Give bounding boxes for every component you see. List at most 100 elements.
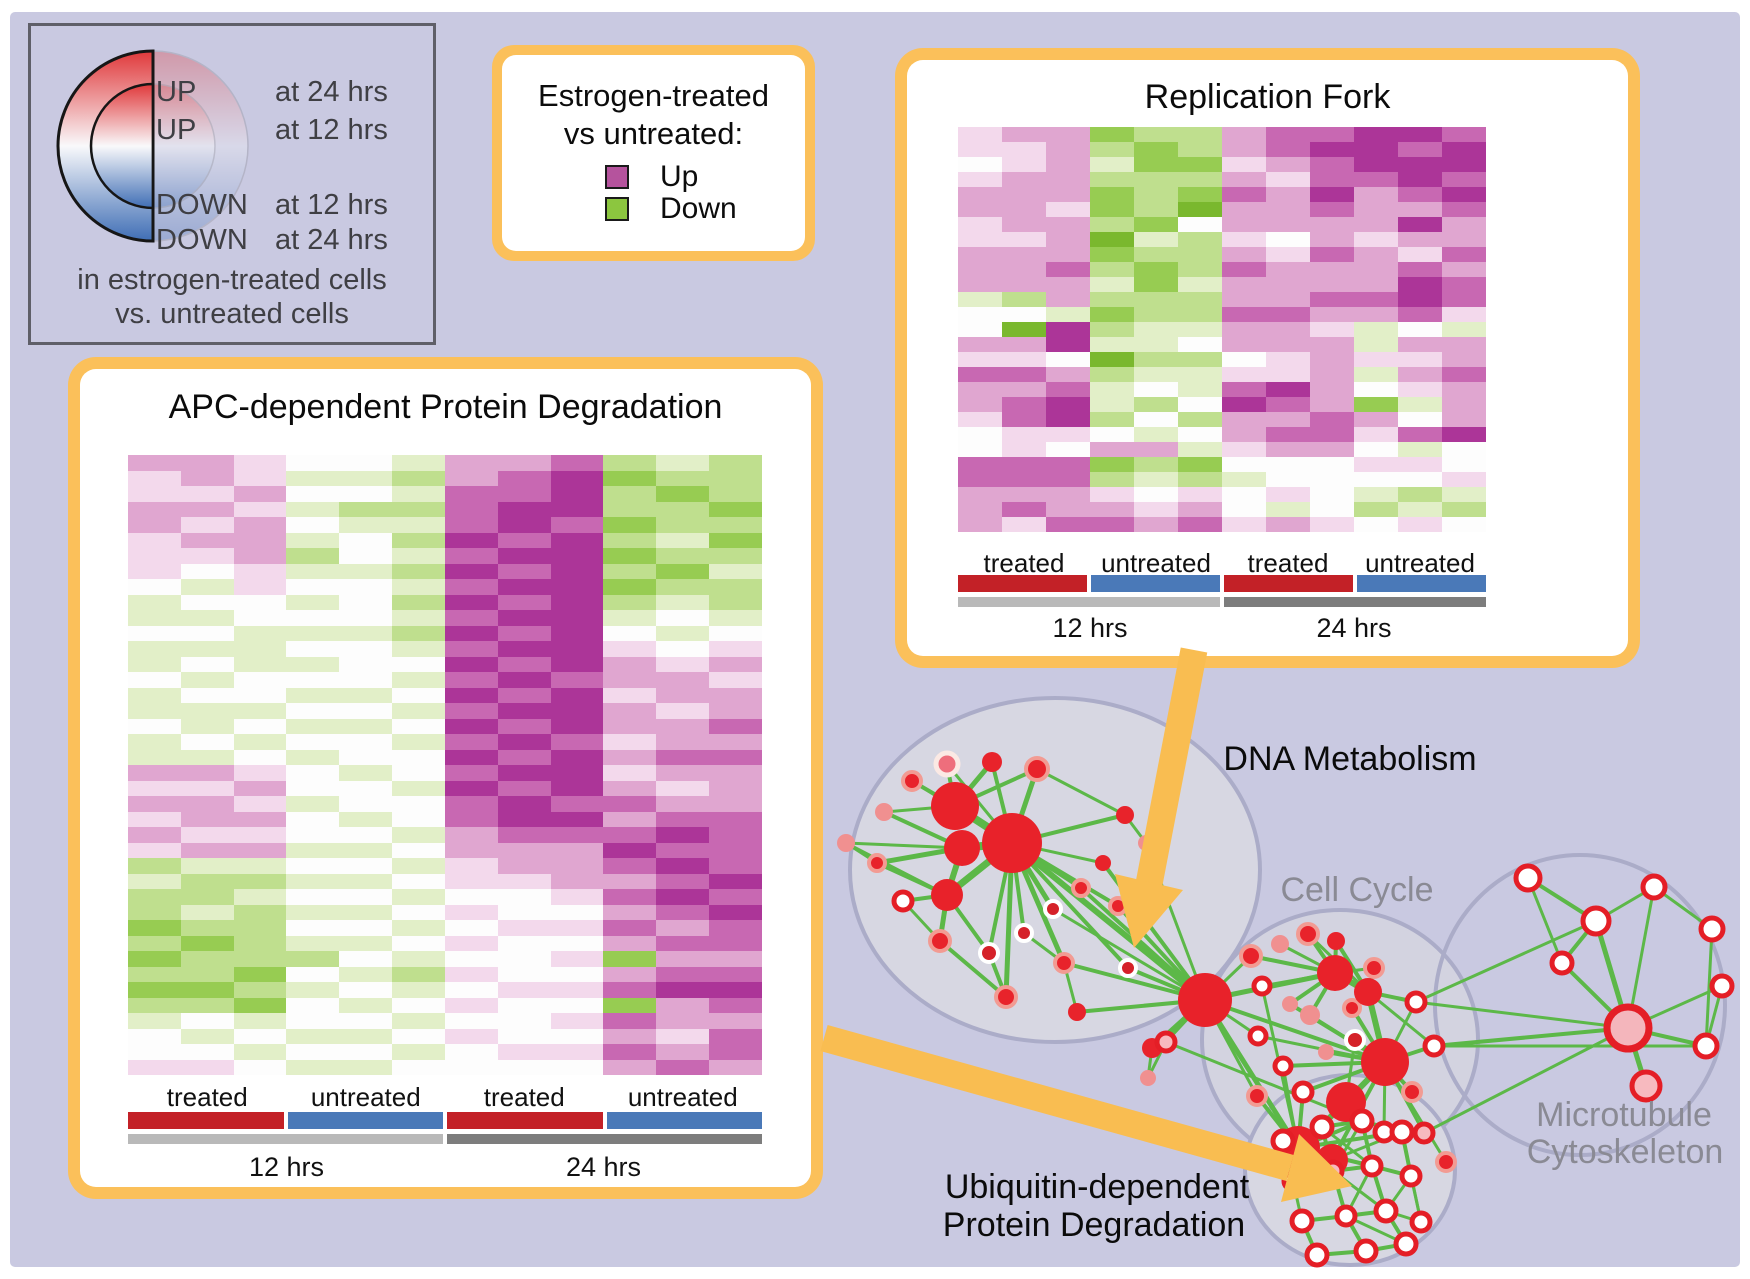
- cluster-label: Cell Cycle: [1280, 871, 1433, 909]
- heatmap-row: [958, 412, 1486, 427]
- heatmap-cell: [233, 889, 287, 905]
- heatmap-row: [128, 703, 762, 719]
- heatmap-cell: [1046, 187, 1090, 202]
- heatmap-cell: [550, 1013, 604, 1029]
- heatmap-cell: [392, 780, 445, 796]
- heatmap-cell: [1442, 382, 1486, 397]
- heatmap-cell: [444, 966, 498, 982]
- heatmap-cell: [233, 486, 287, 502]
- heatmap-cell: [1398, 307, 1442, 322]
- heatmap-cell: [1398, 367, 1442, 382]
- heatmap-cell: [1134, 217, 1178, 232]
- heatmap-cell: [1310, 292, 1354, 307]
- heatmap-cell: [339, 997, 393, 1013]
- heatmap-cell: [286, 873, 340, 889]
- heatmap-cell: [1354, 202, 1398, 217]
- heatmap-cell: [1002, 187, 1046, 202]
- heatmap-cell: [1398, 127, 1442, 142]
- heatmap-cell: [444, 532, 498, 548]
- heatmap-cell: [1046, 352, 1090, 367]
- heatmap-cell: [339, 749, 393, 765]
- heatmap-cell: [1046, 457, 1090, 472]
- direction-label: UP: [156, 114, 197, 146]
- heatmap-cell: [958, 337, 1002, 352]
- heatmap-cell: [1090, 397, 1134, 412]
- network-node: [1709, 973, 1735, 999]
- heatmap-cell: [656, 982, 710, 998]
- heatmap-cell: [233, 935, 287, 951]
- heatmap-cell: [339, 703, 393, 719]
- heatmap-cell: [180, 548, 234, 564]
- heatmap-cell: [709, 548, 762, 564]
- heatmap-cell: [550, 935, 604, 951]
- heatmap-cell: [233, 532, 287, 548]
- heatmap-cell: [656, 548, 710, 564]
- heatmap-cell: [1134, 187, 1178, 202]
- heatmap-cell: [286, 951, 340, 967]
- heatmap-cell: [339, 982, 393, 998]
- heatmap-row: [128, 935, 762, 951]
- heatmap-cell: [180, 1028, 234, 1044]
- heatmap-row: [958, 502, 1486, 517]
- heatmap-cell: [233, 796, 287, 812]
- heatmap-cell: [392, 935, 445, 951]
- network-node: [1549, 950, 1575, 976]
- heatmap-cell: [497, 997, 551, 1013]
- heatmap-cell: [444, 594, 498, 610]
- heatmap-cell: [603, 1044, 657, 1060]
- network-edge: [1432, 1026, 1630, 1048]
- condition-color-bar: [1224, 575, 1353, 592]
- heatmap-cell: [1266, 457, 1310, 472]
- condition-color-bar: [1091, 575, 1220, 592]
- heatmap-row: [128, 858, 762, 874]
- heatmap-cell: [233, 904, 287, 920]
- heatmap-cell: [128, 749, 181, 765]
- heatmap-cell: [444, 672, 498, 688]
- heatmap-cell: [958, 367, 1002, 382]
- heatmap-cell: [1398, 262, 1442, 277]
- heatmap-cell: [709, 780, 762, 796]
- heatmap-cell: [392, 873, 445, 889]
- heatmap-cell: [709, 501, 762, 517]
- heatmap-row: [958, 352, 1486, 367]
- heatmap-cell: [233, 842, 287, 858]
- updown-legend-title-line1: Estrogen-treated: [538, 78, 769, 113]
- heatmap-cell: [1442, 397, 1486, 412]
- heatmap-cell: [1002, 442, 1046, 457]
- heatmap-cell: [444, 486, 498, 502]
- network-node: [1247, 1025, 1269, 1047]
- heatmap-cell: [1398, 187, 1442, 202]
- heatmap-cell: [444, 517, 498, 533]
- heatmap-cell: [392, 501, 445, 517]
- heatmap-cell: [1178, 127, 1222, 142]
- heatmap-cell: [444, 1028, 498, 1044]
- heatmap-cell: [656, 951, 710, 967]
- network-edge: [1526, 876, 1564, 965]
- heatmap-cell: [1046, 397, 1090, 412]
- heatmap-cell: [497, 920, 551, 936]
- network-node: [1373, 1198, 1399, 1224]
- heatmap-cell: [180, 842, 234, 858]
- heatmap-cell: [1222, 337, 1266, 352]
- heatmap-cell: [1266, 502, 1310, 517]
- heatmap-cell: [444, 904, 498, 920]
- heatmap-cell: [603, 982, 657, 998]
- heatmap-cell: [1002, 517, 1046, 532]
- network-node: [1401, 1081, 1423, 1103]
- network-node: [1246, 1085, 1268, 1107]
- heatmap-row: [128, 951, 762, 967]
- heatmap-cell: [1442, 322, 1486, 337]
- heatmap-cell: [180, 610, 234, 626]
- heatmap-cell: [1310, 127, 1354, 142]
- heatmap-cell: [1442, 277, 1486, 292]
- heatmap-row: [128, 486, 762, 502]
- network-node: [1068, 1003, 1086, 1021]
- network-node: [928, 929, 952, 953]
- heatmap-cell: [1442, 172, 1486, 187]
- heatmap-cell: [180, 811, 234, 827]
- time-color-bar: [128, 1134, 443, 1144]
- heatmap-cell: [128, 858, 181, 874]
- heatmap-cell: [1134, 472, 1178, 487]
- heatmap-cell: [1046, 367, 1090, 382]
- heatmap-cell: [958, 157, 1002, 172]
